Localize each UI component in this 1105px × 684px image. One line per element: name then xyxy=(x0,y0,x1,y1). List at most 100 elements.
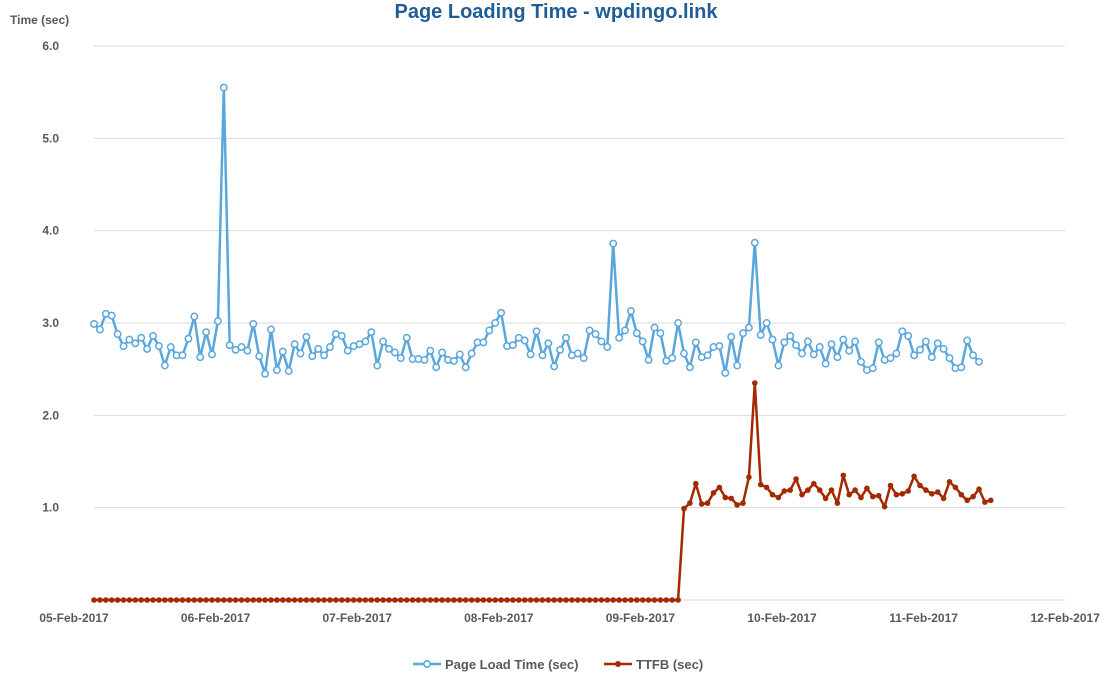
data-point xyxy=(268,597,274,603)
x-tick-label: 09-Feb-2017 xyxy=(606,611,676,625)
x-tick-labels: 05-Feb-2017 06-Feb-2017 07-Feb-2017 08-Feb-… xyxy=(39,611,1100,625)
data-point xyxy=(497,308,506,317)
data-point xyxy=(579,354,588,363)
data-point xyxy=(693,480,699,487)
data-point xyxy=(585,326,594,335)
data-point xyxy=(132,597,139,603)
data-point xyxy=(768,335,777,344)
data-point xyxy=(154,342,163,351)
data-point xyxy=(674,319,683,327)
data-point xyxy=(591,330,600,339)
data-point xyxy=(149,331,157,340)
data-point xyxy=(638,337,647,346)
data-point xyxy=(457,597,463,603)
y-tick-label: 4.0 xyxy=(42,224,59,238)
data-point xyxy=(362,597,369,603)
data-point xyxy=(173,597,180,603)
data-point xyxy=(315,597,322,603)
data-point xyxy=(219,83,228,92)
data-point xyxy=(621,326,629,335)
data-point xyxy=(367,328,376,337)
data-point xyxy=(786,331,795,340)
data-point xyxy=(150,597,156,603)
data-point xyxy=(645,597,652,603)
data-point xyxy=(756,331,765,339)
data-point xyxy=(562,333,570,342)
data-point xyxy=(261,369,270,378)
data-point xyxy=(267,325,275,334)
data-point xyxy=(291,597,298,603)
data-point xyxy=(716,484,723,491)
data-point xyxy=(687,500,693,506)
data-point xyxy=(545,597,552,603)
y-tick-label: 3.0 xyxy=(42,316,59,330)
data-point xyxy=(923,487,929,493)
data-point xyxy=(721,368,730,377)
data-point xyxy=(929,491,935,497)
data-point xyxy=(439,597,445,603)
x-tick-label: 05-Feb-2017 xyxy=(39,611,109,625)
data-point xyxy=(839,335,848,344)
data-point xyxy=(274,597,280,603)
data-point xyxy=(851,337,860,346)
data-point xyxy=(715,342,724,351)
data-point xyxy=(946,479,953,485)
data-point xyxy=(131,339,140,348)
data-point xyxy=(508,341,517,350)
data-point xyxy=(361,337,370,346)
data-point xyxy=(196,353,205,362)
data-point xyxy=(498,597,504,603)
data-point xyxy=(569,597,575,603)
data-point xyxy=(532,327,541,336)
data-point xyxy=(870,493,876,500)
x-tick-label: 11-Feb-2017 xyxy=(889,611,958,625)
data-point xyxy=(445,597,451,603)
data-point xyxy=(603,343,612,351)
data-point xyxy=(734,502,740,508)
data-point xyxy=(208,350,216,359)
data-point xyxy=(415,597,422,603)
data-point xyxy=(852,487,858,493)
data-point xyxy=(750,238,759,247)
y-tick-label: 2.0 xyxy=(42,408,59,422)
data-point xyxy=(337,331,346,340)
data-point xyxy=(916,345,924,354)
data-point xyxy=(396,354,405,363)
data-point xyxy=(675,597,681,603)
data-point xyxy=(249,319,258,328)
data-point xyxy=(868,364,877,373)
series-ttfb xyxy=(91,380,994,603)
data-point xyxy=(598,597,605,603)
data-point xyxy=(958,491,965,498)
data-point xyxy=(238,597,245,603)
x-tick-label: 12-Feb-2017 xyxy=(1031,611,1101,625)
data-point xyxy=(244,597,251,603)
data-point xyxy=(390,348,399,357)
data-point xyxy=(787,487,793,493)
data-point xyxy=(427,597,434,603)
data-point xyxy=(379,337,388,346)
data-point xyxy=(262,597,268,603)
data-point xyxy=(95,325,104,334)
data-point xyxy=(303,597,310,603)
data-point xyxy=(190,312,199,321)
data-point xyxy=(644,355,653,364)
data-point xyxy=(809,350,818,359)
data-point xyxy=(468,597,475,603)
data-point xyxy=(539,597,546,603)
data-point xyxy=(656,329,665,338)
data-point xyxy=(739,329,747,338)
data-point xyxy=(237,343,246,351)
data-point xyxy=(538,351,547,360)
data-point xyxy=(90,319,98,328)
data-point xyxy=(663,597,670,603)
y-tick-labels: 1.0 2.0 3.0 4.0 5.0 6.0 xyxy=(42,39,59,515)
data-point xyxy=(160,361,169,370)
y-tick-label: 5.0 xyxy=(42,131,59,145)
data-point xyxy=(917,482,923,489)
data-point xyxy=(586,597,593,603)
data-point xyxy=(988,497,994,504)
data-point xyxy=(846,491,852,498)
